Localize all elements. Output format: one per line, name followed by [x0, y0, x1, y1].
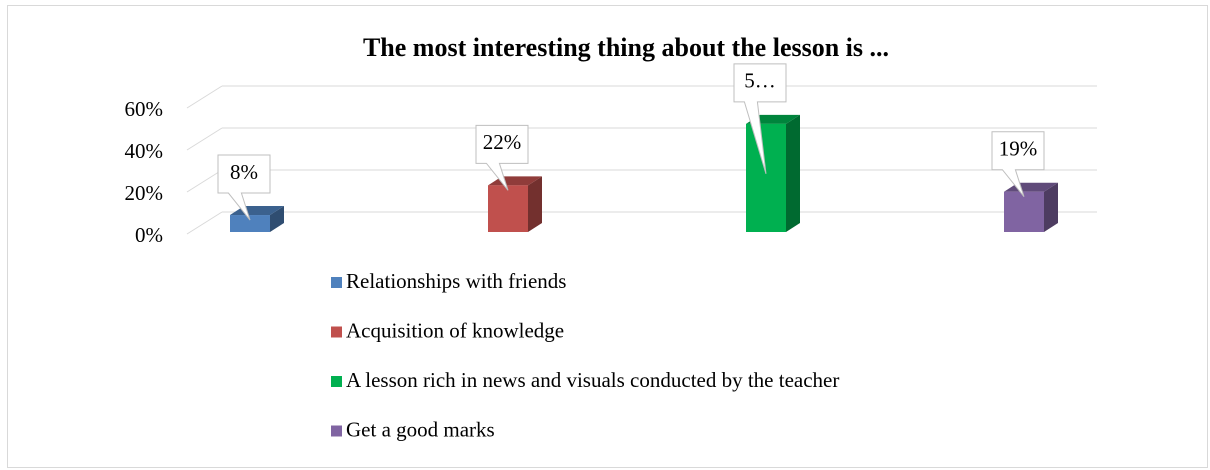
legend-swatch [331, 425, 342, 437]
y-tick-label: 0% [135, 223, 163, 247]
bar [1004, 191, 1044, 232]
data-label: 5… [744, 69, 776, 93]
data-label-callout [217, 154, 271, 221]
y-tick-label: 20% [125, 181, 164, 205]
legend-label: Get a good marks [346, 417, 495, 441]
bar-side [786, 114, 800, 232]
legend-label: Acquisition of knowledge [346, 318, 564, 342]
grid-line-side [186, 211, 223, 235]
chart-border [7, 5, 1208, 468]
legend-label: Relationships with friends [346, 269, 566, 293]
y-tick-label: 40% [125, 139, 164, 163]
bar [488, 185, 528, 232]
chart-title: The most interesting thing about the les… [363, 33, 889, 62]
grid-line-side [186, 127, 223, 151]
bar-side [528, 176, 542, 232]
grid-line-side [186, 85, 223, 109]
data-label-callout [733, 63, 787, 174]
bar [230, 215, 270, 232]
data-label: 19% [999, 137, 1038, 161]
data-label: 8% [230, 160, 258, 184]
legend-swatch [331, 326, 342, 338]
bar-side [1044, 182, 1058, 232]
y-tick-label: 60% [125, 97, 164, 121]
legend-swatch [331, 277, 342, 288]
data-label-callout [475, 124, 529, 191]
legend-swatch [331, 376, 342, 387]
bar [746, 123, 786, 232]
data-label: 22% [483, 130, 522, 154]
bar-side [270, 206, 284, 232]
data-label-callout [991, 131, 1045, 198]
legend-label: A lesson rich in news and visuals conduc… [346, 368, 839, 392]
grid-line-side [186, 169, 223, 193]
